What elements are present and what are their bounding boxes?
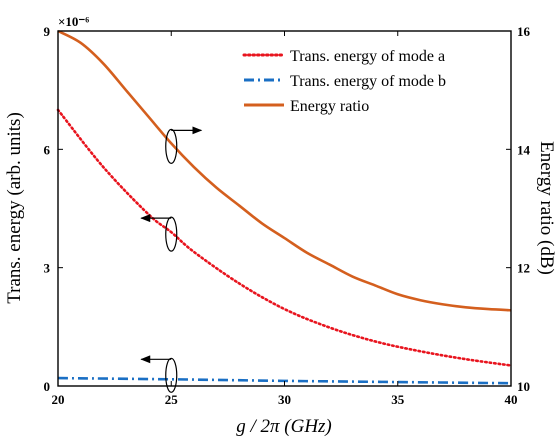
y-left-tick-label: 3 — [44, 261, 51, 276]
y-right-axis-label: Energy ratio (dB) — [536, 141, 556, 275]
y-left-axis-label: Trans. energy (arb. units) — [4, 112, 25, 304]
series-line-energy-ratio — [57, 29, 512, 312]
axis-indicator-ellipse-mode-b — [165, 357, 178, 393]
x-tick-label: 40 — [505, 392, 518, 407]
series-line-mode-a — [56, 108, 513, 367]
y-left-tick-label: 6 — [44, 142, 51, 157]
x-tick-label: 30 — [278, 392, 291, 407]
series-layer — [56, 29, 513, 385]
series-line-mode-b — [57, 376, 512, 385]
legend-text-mode-a: Trans. energy of mode a — [290, 48, 445, 65]
legend-text-ratio: Energy ratio — [290, 98, 369, 115]
tick-layer: 20 25 30 35 40 0 3 6 9 10 12 14 16 — [44, 24, 531, 407]
legend: Trans. energy of mode a Trans. energy of… — [242, 48, 446, 115]
y-left-multiplier: ×10⁻⁶ — [58, 14, 89, 29]
axis-indicator-ellipse-energy-ratio — [165, 128, 178, 164]
x-tick-label: 20 — [52, 392, 65, 407]
legend-text-mode-b: Trans. energy of mode b — [290, 73, 446, 90]
y-right-tick-label: 12 — [517, 261, 530, 276]
y-right-tick-label: 16 — [517, 24, 531, 39]
annotation-layer — [140, 126, 203, 393]
y-right-tick-label: 14 — [517, 142, 531, 157]
x-axis-label: g / 2π (GHz) — [236, 416, 332, 437]
x-tick-label: 35 — [391, 392, 405, 407]
y-left-tick-label: 9 — [44, 24, 51, 39]
x-tick-label: 25 — [165, 392, 179, 407]
axis-indicator-ellipse-mode-a — [165, 216, 178, 252]
y-right-tick-label: 10 — [517, 379, 530, 394]
y-left-tick-label: 0 — [44, 379, 51, 394]
